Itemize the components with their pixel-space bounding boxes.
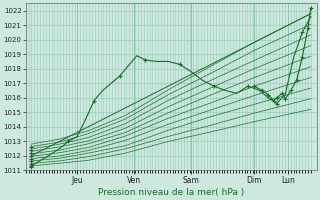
X-axis label: Pression niveau de la mer( hPa ): Pression niveau de la mer( hPa ) (98, 188, 244, 197)
